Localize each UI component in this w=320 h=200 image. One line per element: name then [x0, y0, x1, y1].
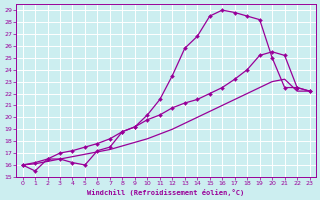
X-axis label: Windchill (Refroidissement éolien,°C): Windchill (Refroidissement éolien,°C) [87, 189, 245, 196]
